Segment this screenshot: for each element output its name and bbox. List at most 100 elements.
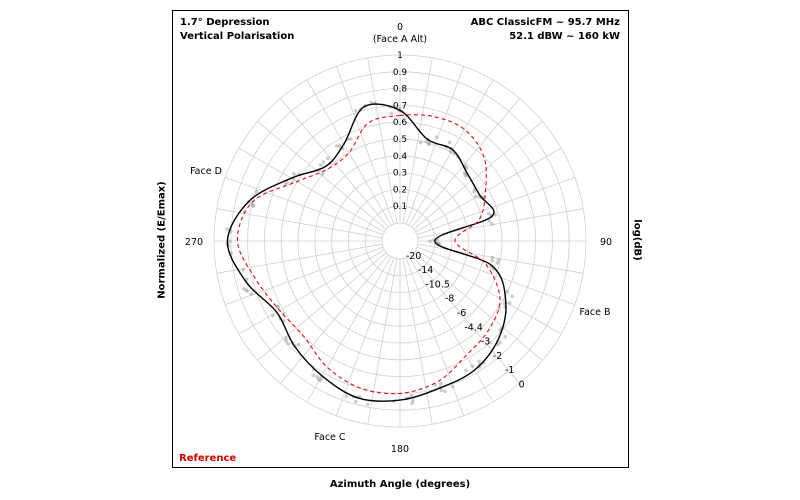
scatter-point bbox=[496, 258, 501, 262]
db-tick-label: -20 bbox=[406, 251, 422, 262]
scatter-point bbox=[490, 255, 495, 260]
reference-legend-label: Reference bbox=[179, 453, 237, 464]
depression-label: 1.7° Depression bbox=[180, 17, 270, 28]
db-tick-label: -8 bbox=[445, 294, 454, 305]
plot-frame bbox=[172, 10, 629, 468]
radial-gridline bbox=[213, 54, 587, 428]
scatter-point bbox=[321, 160, 326, 164]
scatter-point bbox=[365, 402, 370, 407]
scatter-point bbox=[334, 144, 339, 148]
scatter-point bbox=[451, 384, 455, 389]
power-label: 52.1 dBW ~ 160 kW bbox=[509, 31, 620, 42]
radial-tick-label: 0.8 bbox=[393, 85, 408, 95]
scatter-point bbox=[271, 313, 275, 318]
polar-grid bbox=[213, 54, 587, 428]
scatter-point bbox=[311, 373, 316, 378]
scatter-point bbox=[228, 239, 232, 244]
axis-labels: 0.10.20.30.40.50.60.70.80.91-20-14-10.5-… bbox=[185, 22, 612, 455]
radial-gridline bbox=[314, 155, 486, 327]
scatter-point bbox=[275, 304, 280, 309]
scatter-point bbox=[490, 259, 494, 263]
db-tick-label: -10.5 bbox=[425, 279, 450, 290]
scatter-point bbox=[285, 181, 290, 185]
scatter-point bbox=[510, 294, 514, 299]
angle-label: 180 bbox=[391, 444, 409, 455]
radial-tick-label: 0.1 bbox=[393, 202, 407, 212]
angle-label: Face B bbox=[579, 307, 610, 318]
radial-gridline bbox=[381, 222, 419, 260]
scatter-point bbox=[325, 156, 330, 160]
radial-gridline bbox=[347, 188, 452, 293]
scatter-point bbox=[488, 340, 492, 345]
radial-tick-label: 0.4 bbox=[393, 152, 408, 162]
scatter-point bbox=[507, 301, 512, 305]
scatter-point bbox=[315, 375, 320, 379]
scatter-point bbox=[448, 149, 453, 154]
scatter-point bbox=[254, 189, 259, 194]
header-right: ABC ClassicFM ~ 95.7 MHz 52.1 dBW ~ 160 … bbox=[471, 16, 620, 44]
scatter-point bbox=[225, 227, 229, 231]
db-tick-label: -2 bbox=[493, 351, 502, 362]
radial-tick-label: 0.2 bbox=[393, 185, 407, 195]
scatter-point bbox=[354, 399, 358, 404]
measured-series-line bbox=[226, 103, 507, 402]
scatter-point bbox=[439, 388, 444, 393]
scatter-point bbox=[464, 368, 469, 373]
radial-gridline bbox=[297, 138, 503, 344]
scatter-point bbox=[463, 173, 468, 177]
scatter-point bbox=[284, 338, 288, 343]
scatter-point bbox=[477, 359, 482, 364]
scatter-point bbox=[338, 143, 342, 148]
radial-tick-label: 0.9 bbox=[393, 68, 408, 78]
scatter-point bbox=[369, 100, 374, 105]
db-tick-label: 0 bbox=[519, 380, 525, 391]
scatter-point bbox=[251, 202, 256, 207]
radial-gridline bbox=[263, 104, 537, 378]
scatter-point bbox=[284, 335, 288, 340]
angle-label: (Face A Alt) bbox=[373, 34, 427, 45]
scatter-point bbox=[503, 335, 508, 339]
scatter-point bbox=[473, 194, 478, 199]
db-tick-label: -14 bbox=[418, 265, 434, 276]
scatter-point bbox=[439, 381, 443, 386]
scatter-point bbox=[296, 342, 301, 347]
scatter-point bbox=[434, 135, 439, 139]
scatter-point bbox=[286, 341, 290, 346]
scatter-point bbox=[465, 166, 469, 170]
scatter-point bbox=[487, 219, 492, 223]
scatter-point bbox=[241, 268, 246, 272]
scatter-point bbox=[410, 401, 414, 406]
radial-tick-label: 0.5 bbox=[393, 135, 407, 145]
pattern-curves bbox=[226, 103, 507, 402]
x-axis-label: Azimuth Angle (degrees) bbox=[329, 479, 471, 490]
angle-label: 90 bbox=[600, 237, 612, 248]
scatter-point bbox=[427, 141, 432, 146]
angle-label: Face D bbox=[190, 166, 222, 177]
scatter-point bbox=[242, 286, 246, 291]
scatter-point bbox=[344, 394, 349, 399]
header-left: 1.7° Depression Vertical Polarisation bbox=[180, 16, 294, 44]
scatter-point bbox=[447, 140, 452, 145]
scatter-point bbox=[490, 222, 494, 226]
scatter-point bbox=[418, 140, 423, 145]
scatter-point bbox=[318, 163, 323, 167]
radial-gridline bbox=[280, 121, 520, 361]
scatter-point bbox=[486, 211, 491, 216]
scatter-point bbox=[348, 137, 353, 141]
scatter-point bbox=[249, 292, 253, 296]
radial-tick-label: 1 bbox=[397, 51, 403, 61]
radial-tick-label: 0.6 bbox=[393, 118, 408, 128]
radial-tick-label: 0.7 bbox=[393, 101, 407, 111]
scatter-point bbox=[497, 306, 502, 310]
scatter-point bbox=[320, 172, 325, 176]
angle-label: 0 bbox=[397, 22, 403, 33]
angle-label: Face C bbox=[314, 432, 346, 443]
scatter-point bbox=[281, 311, 286, 316]
scatter-point bbox=[496, 342, 500, 347]
radial-tick-label: 0.3 bbox=[393, 169, 407, 179]
scatter-point bbox=[411, 398, 415, 403]
scatter-point bbox=[353, 108, 358, 113]
db-tick-label: -6 bbox=[457, 308, 466, 319]
scatter-point bbox=[443, 389, 447, 394]
